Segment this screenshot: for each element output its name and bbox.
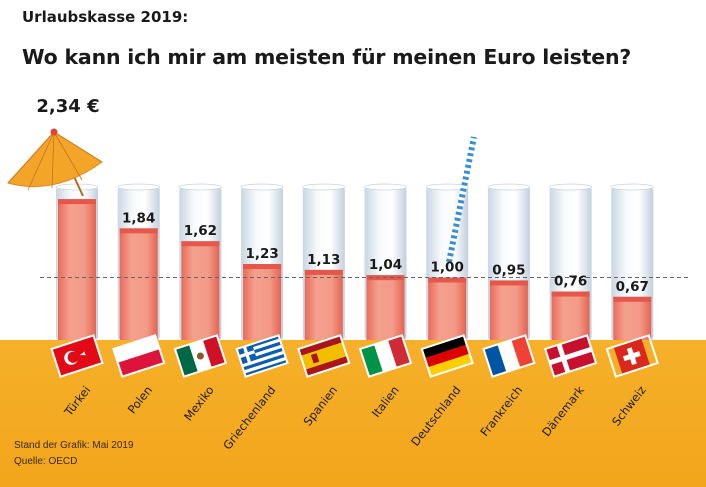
poland-flag-icon: [112, 334, 166, 378]
spain-flag-icon: [297, 334, 351, 378]
glass-frankreich: [487, 183, 531, 340]
bar-danemark: [551, 291, 590, 340]
germany-flag-icon: [420, 334, 474, 378]
data-label-danemark: 0,76: [554, 274, 587, 290]
umbrella-canopy: [7, 131, 103, 188]
drink-surface-turkei: [58, 199, 96, 205]
umbrella-rib: [53, 131, 103, 163]
bar-frankreich: [489, 280, 528, 340]
glass-schweiz: [610, 183, 654, 340]
umbrella-tip: [50, 128, 58, 136]
decoration-layer: [7, 128, 477, 265]
glasses-layer: [55, 183, 654, 340]
greece-flag-icon: [235, 334, 289, 378]
bar-deutschland: [428, 277, 467, 340]
switzerland-flag-icon: [605, 334, 659, 378]
drink-surface-griechenland: [243, 264, 282, 270]
glass-rim-danemark: [549, 183, 592, 191]
data-label-schweiz: 0,67: [616, 279, 649, 295]
denmark-flag-icon: [543, 334, 598, 378]
glass-griechenland: [240, 183, 284, 340]
bar-griechenland: [243, 264, 282, 340]
data-label-turkei: 2,34 €: [36, 96, 99, 117]
mexico-flag-icon: [173, 334, 228, 378]
glass-rim-griechenland: [240, 183, 284, 191]
sand-background: [0, 340, 706, 487]
glass-rim-polen: [117, 183, 161, 191]
glass-turkei: [55, 183, 99, 340]
cocktail-umbrella-icon: [7, 128, 103, 197]
glass-polen: [117, 183, 161, 340]
drink-surface-schweiz: [613, 296, 652, 302]
straw-body: [446, 134, 477, 265]
glass-rim-deutschland: [425, 183, 469, 191]
bar-polen: [119, 228, 158, 340]
glass-rim-schweiz: [610, 183, 654, 191]
umbrella-rib: [27, 131, 55, 191]
glass-rim-italien: [364, 183, 407, 191]
data-label-griechenland: 1,23: [245, 246, 278, 262]
drink-surface-mexiko: [181, 241, 220, 247]
footer-source: Quelle: OECD: [14, 456, 78, 467]
glass-italien: [364, 183, 407, 340]
data-label-polen: 1,84: [122, 210, 155, 226]
umbrella-rib: [7, 131, 55, 184]
drink-surface-polen: [119, 228, 158, 234]
glass-mexiko: [178, 183, 222, 340]
flags-layer: [50, 334, 659, 378]
data-label-deutschland: 1,00: [431, 260, 464, 276]
umbrella-rib: [51, 131, 55, 189]
bar-schweiz: [613, 296, 652, 340]
bar-turkei: [58, 199, 96, 340]
drink-surface-deutschland: [428, 277, 467, 283]
drink-surface-spanien: [304, 269, 343, 275]
bar-italien: [366, 275, 405, 340]
glass-rim-mexiko: [178, 183, 222, 191]
france-flag-icon: [482, 334, 536, 378]
drink-surface-frankreich: [489, 280, 528, 286]
kicker-title: Urlaubskasse 2019:: [22, 8, 189, 26]
footer-date: Stand der Grafik: Mai 2019: [14, 440, 134, 451]
data-label-spanien: 1,13: [307, 252, 340, 268]
glass-rim-spanien: [302, 183, 346, 191]
turkey-flag-icon: [50, 334, 104, 378]
data-label-italien: 1,04: [369, 257, 402, 273]
glass-danemark: [549, 183, 592, 340]
page-title: Wo kann ich mir am meisten für meinen Eu…: [22, 45, 632, 69]
drinking-straw-icon: [446, 134, 477, 265]
bar-mexiko: [181, 241, 220, 340]
bar-spanien: [304, 269, 343, 340]
glass-spanien: [302, 183, 346, 340]
data-label-frankreich: 0,95: [492, 262, 525, 278]
glass-rim-frankreich: [487, 183, 531, 191]
umbrella-rib: [53, 131, 83, 181]
italy-flag-icon: [358, 334, 413, 378]
drink-surface-danemark: [551, 291, 590, 297]
data-label-mexiko: 1,62: [184, 223, 217, 239]
